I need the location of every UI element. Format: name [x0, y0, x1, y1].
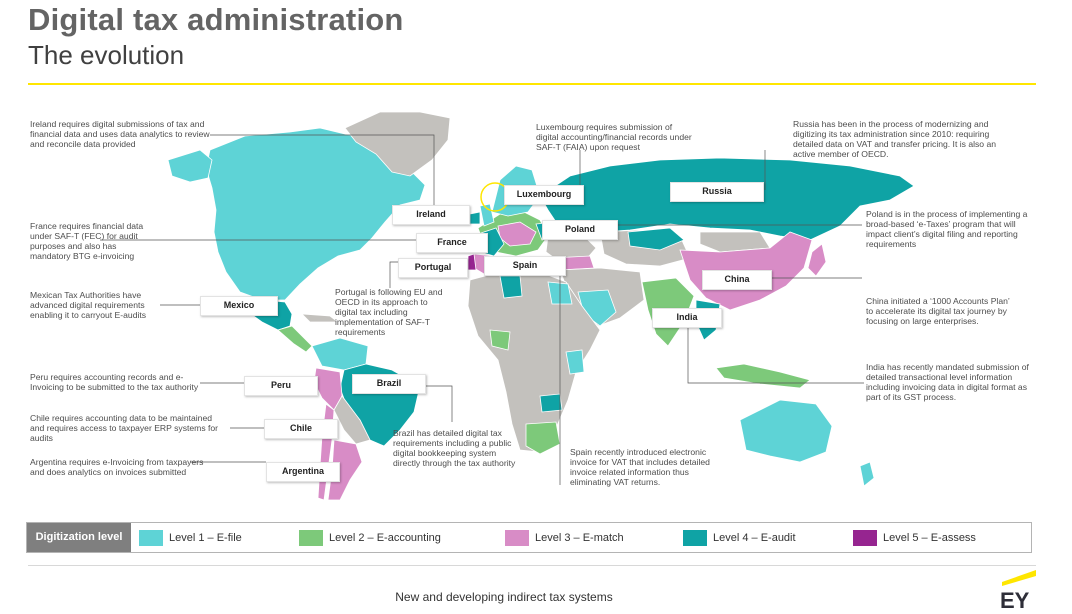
tag-portugal[interactable]: Portugal	[398, 258, 468, 278]
note-argentina: Argentina requires e-Invoicing from taxp…	[30, 457, 204, 477]
central-south-america-region	[333, 395, 371, 445]
ey-logo-text: EY	[1000, 588, 1030, 612]
legend-label-level5: Level 5 – E-assess	[883, 532, 976, 544]
legend-swatch-level5	[853, 530, 877, 546]
note-chile: Chile requires accounting data to be mai…	[30, 413, 219, 443]
greenland-region	[344, 111, 451, 177]
africa-region	[467, 271, 601, 453]
tag-poland[interactable]: Poland	[542, 220, 618, 240]
note-china: China initiated a ‘1000 Accounts Plan’ t…	[866, 296, 1010, 326]
tag-china[interactable]: China	[702, 270, 772, 290]
legend-swatch-level2	[299, 530, 323, 546]
east-africa-region	[565, 349, 585, 375]
ireland-region[interactable]	[469, 211, 481, 225]
indonesia-region	[715, 363, 811, 389]
legend-item-level5: Level 5 – E-assess	[853, 530, 976, 546]
note-poland: Poland is in the process of implementing…	[866, 209, 1028, 249]
footer-caption: New and developing indirect tax systems	[395, 590, 613, 604]
central-america-region	[277, 325, 313, 353]
japan-region	[807, 243, 827, 277]
legend-title: Digitization level	[27, 523, 131, 552]
tag-russia[interactable]: Russia	[670, 182, 764, 202]
new-zealand-region	[859, 461, 875, 487]
note-ireland: Ireland requires digital submissions of …	[30, 119, 210, 149]
legend-item-level3: Level 3 – E-match	[505, 530, 624, 546]
legend-label-level2: Level 2 – E-accounting	[329, 532, 441, 544]
note-portugal: Portugal is following EU and OECD in its…	[335, 287, 443, 337]
uk-region	[479, 203, 495, 227]
note-mexico: Mexican Tax Authorities have advanced di…	[30, 290, 147, 320]
kazakhstan-region	[627, 227, 685, 251]
tag-spain[interactable]: Spain	[484, 256, 566, 276]
legend-swatch-level4	[683, 530, 707, 546]
note-brazil: Brazil has detailed digital tax requirem…	[393, 428, 516, 468]
connector-lines	[100, 134, 864, 485]
legend-swatch-level1	[139, 530, 163, 546]
portugal-region[interactable]	[467, 253, 477, 271]
tag-india[interactable]: India	[652, 308, 722, 328]
tag-france[interactable]: France	[416, 233, 488, 253]
legend-item-level4: Level 4 – E-audit	[683, 530, 796, 546]
legend-label-level3: Level 3 – E-match	[535, 532, 624, 544]
legend-item-level1: Level 1 – E-file	[139, 530, 242, 546]
caribbean-region	[300, 313, 340, 323]
note-russia: Russia has been in the process of modern…	[793, 119, 997, 159]
southern-africa-region	[525, 421, 561, 455]
note-luxembourg: Luxembourg requires submission of digita…	[536, 122, 692, 152]
legend-swatch-level3	[505, 530, 529, 546]
legend: Digitization level Level 1 – E-file Leve…	[26, 522, 1032, 553]
tag-peru[interactable]: Peru	[244, 376, 318, 396]
west-africa-region	[489, 329, 511, 351]
tag-brazil[interactable]: Brazil	[352, 374, 426, 394]
note-peru: Peru requires accounting records and e-I…	[30, 372, 199, 392]
note-india: India has recently mandated submission o…	[866, 362, 1029, 402]
footer-rule	[28, 565, 1036, 566]
legend-label-level4: Level 4 – E-audit	[713, 532, 796, 544]
page-subtitle: The evolution	[28, 40, 185, 70]
alaska-region	[167, 149, 213, 183]
note-france: France requires financial data under SAF…	[30, 221, 144, 261]
north-africa-teal-region	[499, 275, 523, 299]
australia-region	[739, 399, 833, 463]
ey-logo: EY	[1000, 570, 1036, 612]
zambia-region	[539, 393, 563, 413]
page-title: Digital tax administration	[28, 2, 404, 37]
tag-argentina[interactable]: Argentina	[266, 462, 340, 482]
northern-south-america-region	[311, 337, 369, 371]
legend-label-level1: Level 1 – E-file	[169, 532, 242, 544]
tag-luxembourg[interactable]: Luxembourg	[504, 185, 584, 205]
note-spain: Spain recently introduced electronic inv…	[570, 447, 710, 487]
title-underline	[28, 83, 1036, 85]
tag-ireland[interactable]: Ireland	[392, 205, 470, 225]
tag-mexico[interactable]: Mexico	[200, 296, 278, 316]
tag-chile[interactable]: Chile	[264, 419, 338, 439]
legend-item-level2: Level 2 – E-accounting	[299, 530, 441, 546]
